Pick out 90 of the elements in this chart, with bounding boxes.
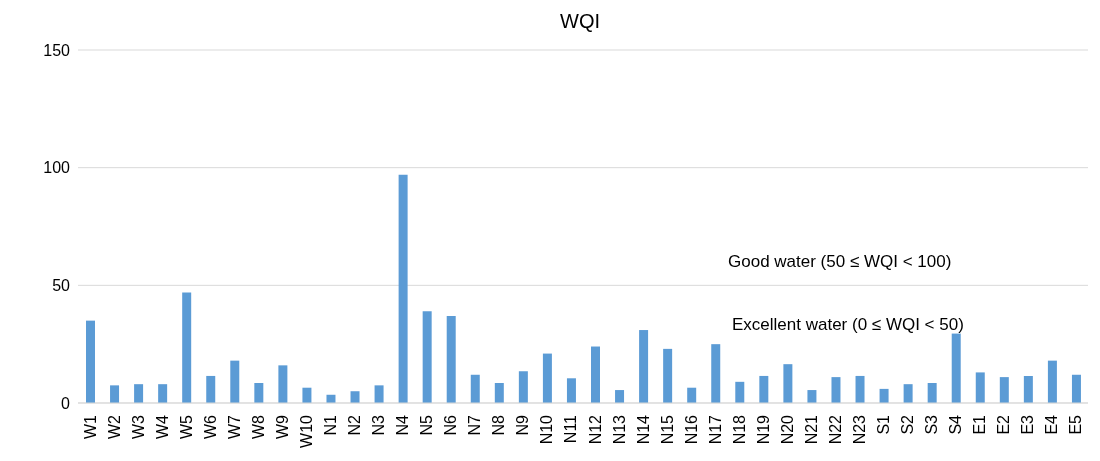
x-tick-label: N21 bbox=[802, 414, 820, 445]
x-tick-label: N11 bbox=[562, 414, 580, 444]
bar bbox=[470, 374, 480, 403]
bar bbox=[759, 375, 769, 403]
annotation: Good water (50 ≤ WQI < 100) bbox=[728, 252, 952, 272]
x-tick-label: E5 bbox=[1067, 414, 1085, 435]
x-tick-label: E1 bbox=[971, 414, 989, 435]
x-tick-label: N7 bbox=[466, 414, 484, 436]
x-tick-label: N17 bbox=[706, 414, 724, 445]
bar bbox=[639, 330, 649, 403]
bar bbox=[254, 383, 264, 403]
x-tick-label: N10 bbox=[538, 414, 556, 445]
x-tick-label: W10 bbox=[297, 414, 315, 448]
bar bbox=[494, 383, 504, 403]
x-tick-label: N15 bbox=[658, 414, 676, 445]
bar bbox=[711, 344, 721, 403]
bar bbox=[951, 333, 961, 403]
bar bbox=[591, 346, 600, 403]
x-tick-label: N18 bbox=[730, 414, 748, 445]
x-tick-label: E3 bbox=[1019, 414, 1037, 435]
x-tick-label: S4 bbox=[947, 414, 965, 435]
x-tick-label: W3 bbox=[129, 414, 147, 439]
x-tick-label: E4 bbox=[1043, 414, 1061, 435]
x-tick-label: W2 bbox=[105, 414, 123, 439]
bar bbox=[1047, 360, 1057, 403]
bar bbox=[566, 378, 576, 403]
bar bbox=[446, 315, 456, 403]
y-tick-label: 150 bbox=[43, 41, 71, 59]
bar bbox=[230, 360, 240, 403]
bar bbox=[518, 371, 528, 403]
x-tick-label: N23 bbox=[851, 414, 869, 445]
x-tick-label: N1 bbox=[322, 414, 339, 436]
bar bbox=[687, 387, 697, 403]
x-tick-label: N9 bbox=[514, 414, 532, 436]
x-tick-label: W4 bbox=[153, 414, 171, 439]
bar bbox=[855, 375, 865, 403]
bar bbox=[542, 353, 552, 403]
x-tick-label: W6 bbox=[201, 414, 219, 439]
x-tick-label: S1 bbox=[875, 414, 893, 435]
x-tick-label: N3 bbox=[370, 414, 388, 436]
x-tick-label: W8 bbox=[249, 414, 267, 439]
bar bbox=[278, 365, 288, 403]
x-tick-label: N8 bbox=[490, 414, 508, 436]
bar bbox=[398, 174, 408, 403]
bar bbox=[374, 385, 384, 403]
x-tick-label: N16 bbox=[682, 414, 700, 445]
x-tick-label: N22 bbox=[827, 414, 844, 445]
x-tick-label: N2 bbox=[346, 414, 364, 436]
y-tick-label: 0 bbox=[61, 394, 71, 412]
x-tick-label: N20 bbox=[778, 414, 796, 445]
x-tick-label: W1 bbox=[81, 414, 99, 439]
bar bbox=[735, 381, 745, 403]
x-tick-label: N5 bbox=[418, 414, 436, 436]
bar bbox=[807, 390, 817, 403]
bar bbox=[975, 372, 985, 403]
x-tick-label: N13 bbox=[610, 414, 628, 445]
y-tick-label: 50 bbox=[52, 277, 71, 295]
bar bbox=[182, 292, 192, 403]
x-tick-label: S3 bbox=[923, 414, 941, 435]
bar bbox=[86, 320, 95, 403]
bar bbox=[158, 384, 168, 403]
bar bbox=[663, 348, 673, 403]
x-tick-label: S2 bbox=[899, 414, 917, 435]
bar bbox=[422, 311, 432, 403]
y-tick-label: 100 bbox=[43, 159, 71, 177]
x-tick-label: N6 bbox=[442, 414, 460, 436]
x-tick-label: N4 bbox=[394, 414, 412, 436]
x-tick-label: N12 bbox=[586, 414, 604, 445]
bar bbox=[206, 375, 216, 403]
x-tick-label: N19 bbox=[754, 414, 772, 445]
bar bbox=[615, 390, 625, 403]
annotation: Excellent water (0 ≤ WQI < 50) bbox=[732, 315, 964, 335]
bar bbox=[302, 387, 312, 403]
bar bbox=[783, 364, 793, 403]
bar bbox=[1071, 374, 1081, 403]
x-tick-label: W9 bbox=[273, 414, 291, 439]
bar bbox=[110, 385, 120, 403]
x-tick-label: W7 bbox=[225, 414, 243, 439]
bar bbox=[831, 377, 841, 403]
x-tick-label: W5 bbox=[177, 414, 195, 439]
bar bbox=[879, 388, 889, 403]
bar bbox=[1023, 375, 1033, 403]
bar bbox=[903, 384, 913, 403]
chart-title: WQI bbox=[559, 9, 601, 34]
x-tick-label: E2 bbox=[995, 414, 1013, 435]
x-tick-label: N14 bbox=[634, 414, 652, 445]
bar bbox=[927, 383, 937, 403]
bar bbox=[999, 377, 1009, 403]
bar bbox=[134, 384, 144, 403]
bar bbox=[350, 391, 360, 403]
